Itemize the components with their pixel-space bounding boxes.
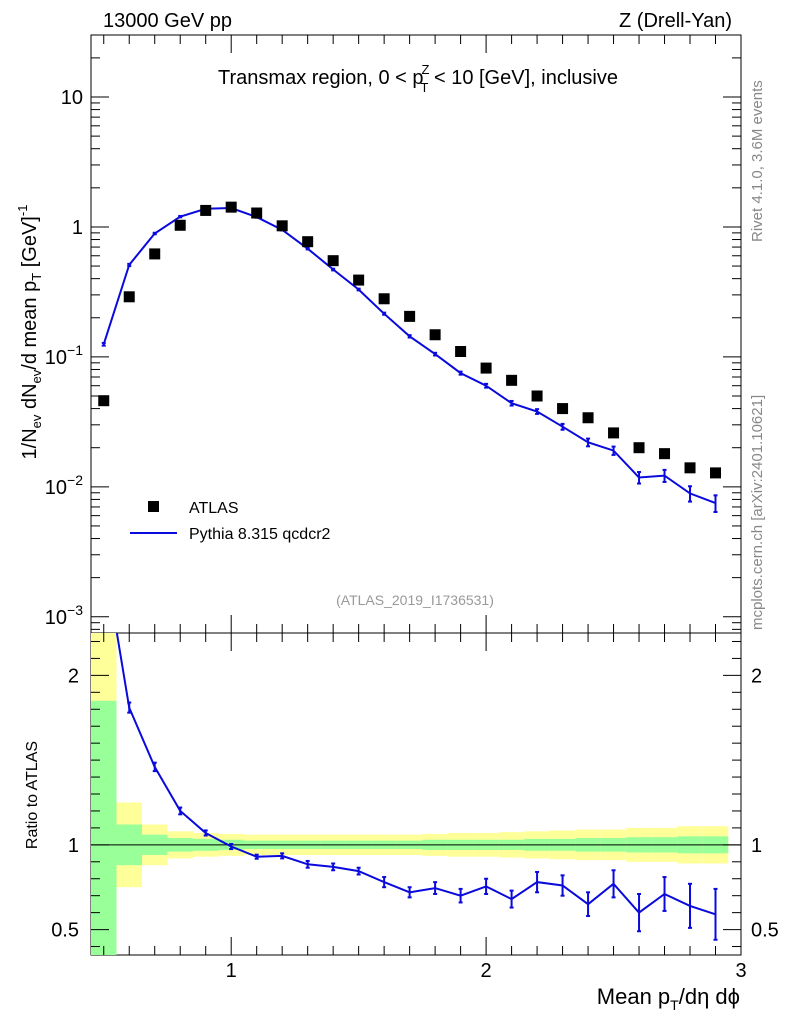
plot-title-post: < 10 [GeV], inclusive (428, 67, 618, 89)
atlas-data-point (582, 412, 594, 424)
ratio-y-tick-label: 0.5 (51, 920, 79, 942)
y-tick-exponent: −2 (67, 472, 83, 488)
y-axis-label: 1/Nev dNev/d mean pT [GeV]-1 (15, 205, 44, 460)
plot-title-sup: Z (422, 62, 430, 77)
atlas-data-point (327, 255, 339, 267)
plot-title-sub: T (420, 80, 428, 95)
x-label-sub: T (670, 997, 679, 1013)
y-tick-label: 10−1 (45, 342, 83, 369)
mcplots-label: mcplots.cern.ch [arXiv:2401.10621] (749, 395, 766, 630)
x-label-rest: /dη dϕ (679, 984, 740, 1009)
atlas-data-point (557, 403, 569, 415)
ratio-axis-ticks: 1 2 3 2 2 1 1 0.5 0.5 (51, 633, 779, 982)
data-layer (98, 201, 722, 941)
atlas-data-point (404, 310, 416, 322)
ratio-mc-group (115, 633, 718, 941)
y-label-mid2: /d mean p (19, 281, 41, 370)
atlas-data-point (149, 248, 161, 260)
ratio-y-tick-label-right: 2 (751, 665, 762, 687)
atlas-data-point (659, 448, 671, 460)
y-tick-label: 1 (72, 217, 83, 239)
x-tick-label: 3 (735, 960, 746, 982)
atlas-data-point (531, 390, 543, 402)
x-axis-label: Mean pT/dη dϕ (597, 984, 740, 1013)
ratio-y-tick-label-right: 0.5 (751, 920, 779, 942)
atlas-data-point (174, 219, 186, 231)
atlas-data-point (225, 201, 237, 213)
x-tick-label: 1 (226, 960, 237, 982)
ratio-y-axis-label: Ratio to ATLAS (24, 741, 41, 849)
ratio-y-tick-label: 1 (68, 835, 79, 857)
atlas-data-point (710, 467, 722, 479)
y-label-mid: dN (19, 383, 41, 414)
legend-mc-label: Pythia 8.315 qcdcr2 (189, 526, 331, 543)
main-axis-ticks: 10−3 10−2 10−1 1 10 (45, 34, 742, 633)
analysis-label: (ATLAS_2019_I1736531) (336, 592, 494, 608)
atlas-data-point (429, 329, 441, 341)
header-right: Z (Drell-Yan) (619, 10, 732, 32)
atlas-data-point (455, 346, 467, 358)
y-label-sub3: T (29, 273, 44, 281)
x-tick-label: 2 (481, 960, 492, 982)
atlas-data-point (608, 427, 620, 439)
legend-data-label: ATLAS (189, 500, 239, 517)
y-label-sub1: ev (29, 414, 44, 428)
atlas-data-point (480, 362, 492, 374)
header-left: 13000 GeV pp (103, 10, 232, 32)
atlas-data-point (378, 293, 390, 305)
atlas-data-point (123, 291, 135, 303)
atlas-data-point (506, 374, 518, 386)
main-panel-frame (90, 34, 742, 634)
atlas-data-point (98, 395, 110, 407)
mc-line (102, 206, 716, 505)
atlas-data-point (684, 462, 696, 474)
ratio-panel-frame (90, 632, 742, 956)
y-tick-label: 10−3 (45, 602, 83, 629)
legend-data-marker (148, 501, 159, 512)
atlas-data-point (276, 220, 288, 232)
atlas-data-point (302, 236, 314, 248)
y-label-sup: -1 (15, 205, 30, 217)
atlas-data-point (633, 442, 645, 454)
y-tick-label: 10−2 (45, 472, 83, 499)
ratio-y-tick-label: 2 (68, 665, 79, 687)
y-label-unit: [GeV] (19, 216, 41, 273)
rivet-label: Rivet 4.1.0, 3.6M events (749, 80, 766, 242)
y-tick-exponent: −3 (67, 602, 83, 618)
y-tick-exponent: −1 (67, 342, 83, 358)
plot-title: Transmax region, 0 < pZ T < 10 [GeV], inc… (218, 62, 618, 95)
y-tick-label: 10 (61, 87, 83, 109)
atlas-data-point (353, 274, 365, 286)
atlas-data-point (200, 204, 212, 216)
atlas-data-point (251, 207, 263, 219)
plot-title-pre: Transmax region, 0 < p (218, 67, 423, 89)
y-label-sub2: ev (29, 369, 44, 383)
ratio-y-tick-label-right: 1 (751, 835, 762, 857)
